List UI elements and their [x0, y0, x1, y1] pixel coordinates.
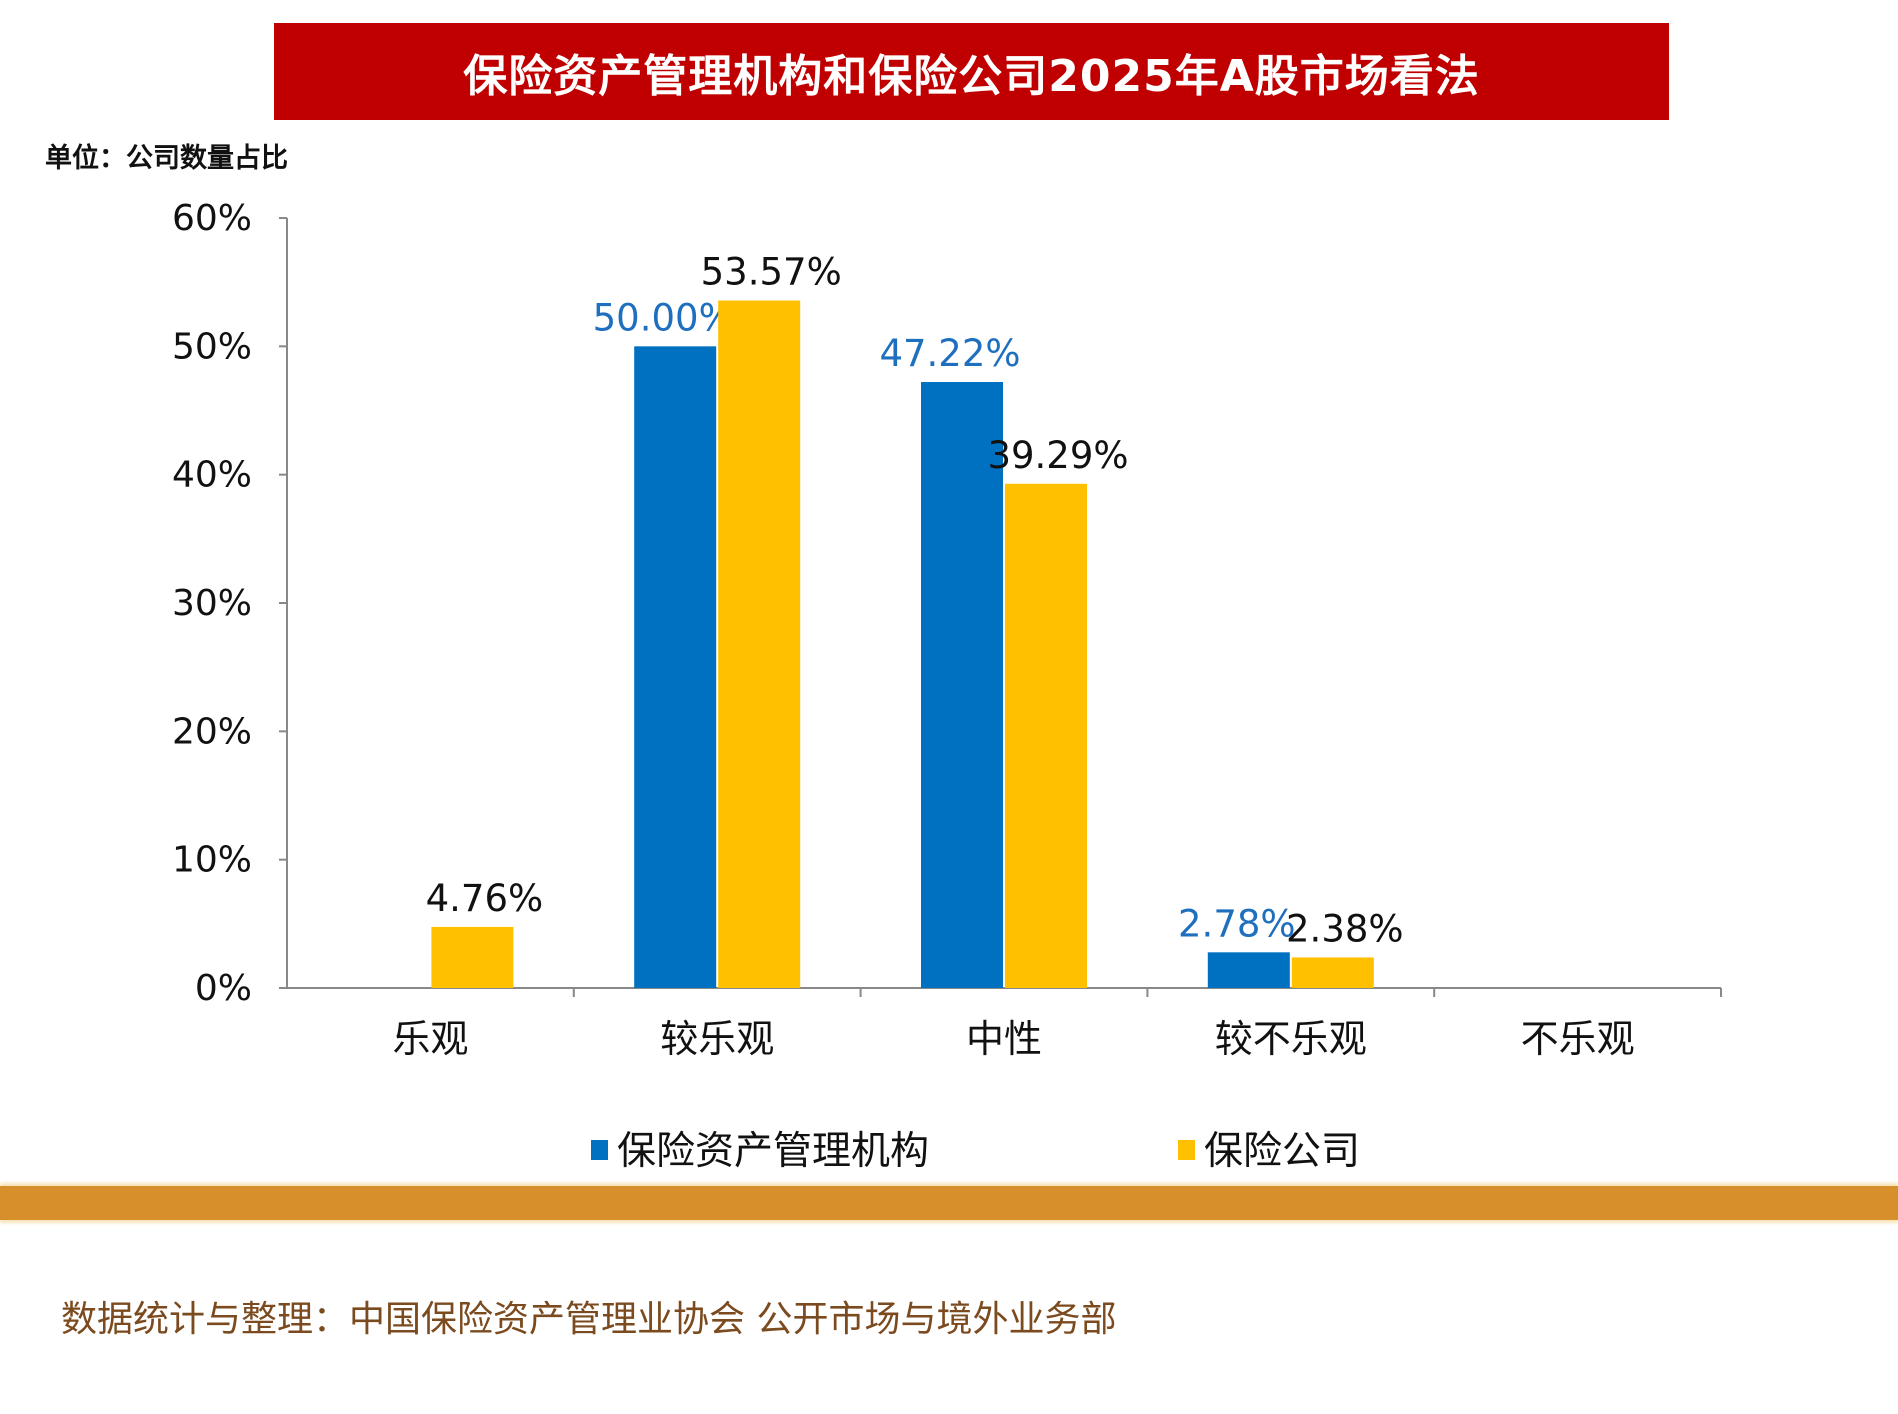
source-note: 数据统计与整理：中国保险资产管理业协会 公开市场与境外业务部: [61, 1299, 1117, 1340]
y-tick-label: 0%: [195, 968, 252, 1009]
bar-institution: [634, 346, 717, 988]
category-label: 中性: [966, 1017, 1042, 1061]
category-label: 较不乐观: [1215, 1017, 1367, 1061]
y-tick-label: 10%: [172, 840, 252, 881]
data-label: 47.22%: [879, 332, 1020, 375]
bar-insurer: [1005, 483, 1087, 988]
legend-label: 保险资产管理机构: [617, 1129, 929, 1174]
category-label: 不乐观: [1521, 1017, 1635, 1061]
data-label: 2.38%: [1286, 907, 1404, 950]
category-label: 乐观: [392, 1017, 468, 1061]
y-tick-label: 30%: [172, 583, 252, 624]
footer-band: [0, 1186, 1898, 1220]
y-tick-label: 20%: [172, 711, 252, 752]
data-label: 4.76%: [426, 877, 544, 920]
data-label: 39.29%: [987, 434, 1128, 477]
unit-label: 单位：公司数量占比: [45, 143, 288, 174]
chart-title: 保险资产管理机构和保险公司2025年A股市场看法: [463, 50, 1480, 102]
data-label: 53.57%: [701, 251, 842, 294]
chart-title-bar: 保险资产管理机构和保险公司2025年A股市场看法: [274, 23, 1669, 120]
bar-institution: [921, 382, 1003, 988]
bar-insurer: [431, 926, 514, 988]
data-label: 50.00%: [593, 296, 734, 339]
y-tick-label: 60%: [172, 198, 252, 239]
legend-label: 保险公司: [1204, 1129, 1360, 1174]
category-label: 较乐观: [660, 1017, 774, 1061]
data-label: 2.78%: [1178, 902, 1296, 945]
bar-insurer: [718, 300, 801, 989]
bar-institution: [1207, 952, 1290, 988]
legend-swatch: [591, 1140, 608, 1160]
legend-swatch: [1178, 1140, 1195, 1160]
y-tick-label: 50%: [172, 326, 252, 367]
y-tick-label: 40%: [172, 455, 252, 496]
bar-chart: 0% 10% 20% 30% 40% 50% 60% 乐观 4.76% 较乐观 50.00%53.5…: [172, 198, 1722, 1174]
bar-insurer: [1291, 957, 1374, 988]
